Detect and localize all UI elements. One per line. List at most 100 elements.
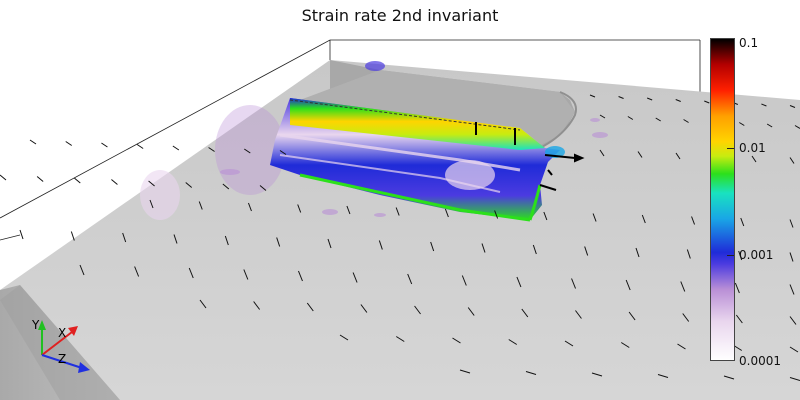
velocity-glyph bbox=[589, 94, 596, 98]
velocity-glyph bbox=[73, 177, 81, 184]
velocity-glyph bbox=[297, 204, 302, 213]
velocity-glyph bbox=[259, 185, 267, 191]
velocity-glyph bbox=[675, 152, 681, 160]
velocity-glyph bbox=[352, 272, 358, 283]
velocity-glyph bbox=[199, 299, 207, 309]
velocity-glyph bbox=[29, 139, 37, 145]
velocity-glyph bbox=[691, 216, 696, 225]
velocity-glyph bbox=[461, 275, 467, 286]
velocity-glyph bbox=[723, 375, 735, 380]
velocity-glyph bbox=[789, 377, 800, 381]
velocity-glyph bbox=[675, 99, 681, 102]
velocity-glyph bbox=[65, 141, 72, 146]
velocity-glyph bbox=[789, 346, 799, 353]
velocity-glyph bbox=[149, 199, 154, 209]
plot-title: Strain rate 2nd invariant bbox=[301, 6, 499, 25]
velocity-glyph bbox=[444, 208, 449, 218]
velocity-glyph bbox=[395, 336, 405, 342]
velocity-glyph bbox=[677, 343, 686, 350]
colorbar-label-2: 0.01 bbox=[739, 141, 766, 155]
velocity-glyph bbox=[136, 144, 144, 149]
velocity-glyph bbox=[521, 308, 529, 318]
velocity-glyph bbox=[591, 372, 603, 377]
velocity-glyph bbox=[101, 142, 108, 148]
velocity-glyph bbox=[635, 247, 640, 258]
velocity-glyph bbox=[70, 231, 75, 241]
velocity-glyph bbox=[655, 117, 661, 122]
colorbar-label-3: 0.001 bbox=[739, 248, 774, 262]
colorbar-label-max: 0.1 bbox=[739, 36, 759, 50]
velocity-glyph bbox=[766, 123, 773, 128]
velocity-glyph bbox=[525, 371, 537, 375]
velocity-glyph bbox=[789, 252, 794, 262]
velocity-glyph bbox=[253, 301, 261, 310]
velocity-glyph bbox=[19, 229, 24, 240]
velocity-glyph bbox=[599, 114, 606, 119]
axis-label-y: Y bbox=[32, 318, 40, 332]
velocity-glyph bbox=[738, 250, 743, 261]
velocity-glyph bbox=[516, 276, 522, 288]
velocity-glyph bbox=[620, 342, 630, 348]
velocity-glyph bbox=[627, 116, 634, 120]
velocity-glyph bbox=[198, 201, 203, 210]
velocity-glyph bbox=[575, 310, 582, 319]
velocity-glyph bbox=[360, 304, 368, 313]
velocity-glyph bbox=[734, 282, 740, 294]
velocity-glyph bbox=[346, 205, 351, 215]
velocity-glyph bbox=[378, 240, 383, 250]
velocity-glyph bbox=[481, 243, 486, 253]
velocity-glyph bbox=[543, 211, 548, 221]
velocity-glyph bbox=[761, 103, 767, 107]
velocity-glyph bbox=[459, 369, 471, 374]
velocity-glyph bbox=[306, 302, 314, 312]
velocity-glyph bbox=[452, 337, 461, 344]
velocity-glyph bbox=[683, 119, 689, 123]
velocity-glyph bbox=[224, 235, 229, 246]
velocity-glyph bbox=[564, 340, 574, 347]
velocity-glyph bbox=[222, 183, 230, 190]
velocity-glyph bbox=[657, 374, 669, 378]
colorbar-label-min: 0.0001 bbox=[739, 354, 781, 368]
velocity-glyph bbox=[414, 305, 421, 315]
velocity-glyph bbox=[247, 202, 252, 212]
velocity-glyph bbox=[111, 179, 118, 185]
velocity-glyph bbox=[208, 147, 215, 152]
velocity-glyph bbox=[637, 151, 643, 158]
axis-label-x: X bbox=[58, 326, 67, 340]
velocity-glyph bbox=[36, 176, 44, 182]
velocity-glyph bbox=[79, 264, 85, 276]
velocity-glyph bbox=[395, 207, 400, 216]
colorbar bbox=[710, 38, 735, 361]
velocity-glyph bbox=[740, 217, 745, 227]
velocity-glyph bbox=[279, 150, 287, 155]
velocity-glyph bbox=[794, 125, 800, 129]
velocity-glyph bbox=[739, 122, 745, 126]
velocity-glyph bbox=[134, 266, 140, 277]
velocity-glyph bbox=[789, 316, 797, 325]
velocity-glyph bbox=[751, 155, 757, 163]
velocity-glyph bbox=[122, 232, 127, 243]
velocity-glyph bbox=[584, 246, 589, 256]
velocity-glyph bbox=[0, 174, 7, 181]
orientation-axes: Y X Z bbox=[30, 310, 100, 380]
velocity-glyph bbox=[704, 100, 710, 104]
velocity-glyph bbox=[789, 157, 795, 164]
plate-surface bbox=[0, 60, 800, 400]
velocity-glyph bbox=[532, 244, 537, 255]
velocity-glyph bbox=[339, 334, 349, 341]
velocity-glyph bbox=[592, 213, 597, 222]
velocity-glyph bbox=[571, 278, 577, 289]
velocity-glyph bbox=[327, 238, 332, 249]
velocity-glyph bbox=[297, 270, 303, 282]
velocity-glyphs bbox=[0, 94, 800, 381]
velocity-glyph bbox=[686, 249, 691, 259]
velocity-glyph bbox=[789, 284, 795, 295]
velocity-glyph bbox=[244, 148, 251, 154]
velocity-glyph bbox=[508, 339, 518, 345]
velocity-glyph bbox=[618, 96, 624, 99]
strain-rate-slab bbox=[270, 98, 565, 222]
velocity-glyph bbox=[188, 267, 194, 279]
velocity-glyph bbox=[173, 234, 178, 244]
velocity-glyph bbox=[733, 345, 743, 351]
